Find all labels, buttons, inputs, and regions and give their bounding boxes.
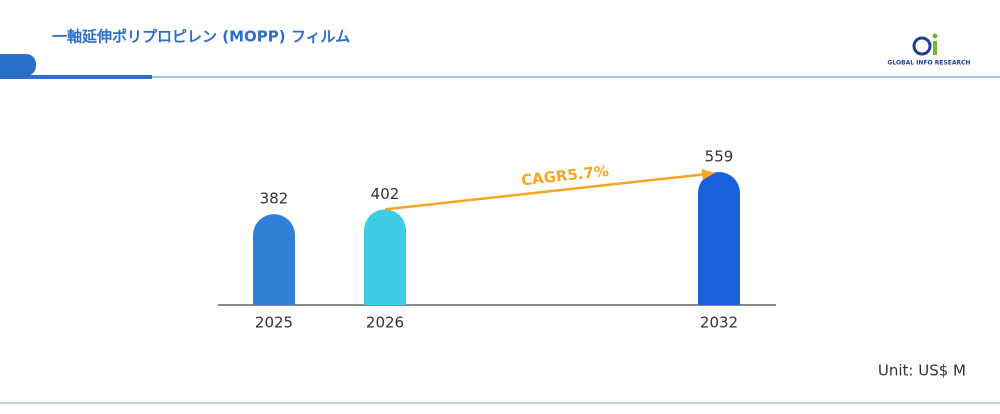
value-label: 402 (371, 185, 400, 203)
header-tab (0, 54, 36, 76)
logo-icon (933, 41, 937, 55)
unit-label: Unit: US$ M (878, 362, 966, 380)
logo-text: GLOBAL INFO RESEARCH (887, 60, 970, 67)
logo: GLOBAL INFO RESEARCH (887, 33, 971, 67)
logo-icon (912, 36, 932, 56)
value-label: 382 (260, 190, 289, 208)
x-tick-label: 2025 (255, 314, 293, 332)
bar (698, 172, 740, 305)
value-label: 559 (705, 148, 734, 166)
cagr-arrow-head (701, 168, 715, 180)
cagr-arrow (384, 172, 706, 211)
page-title: 一軸延伸ポリプロピレン (MOPP) フィルム (52, 28, 350, 46)
bar (253, 214, 295, 305)
logo-icon (932, 33, 938, 39)
x-tick-label: 2026 (366, 314, 404, 332)
x-tick-label: 2032 (700, 314, 738, 332)
bar (364, 209, 406, 305)
